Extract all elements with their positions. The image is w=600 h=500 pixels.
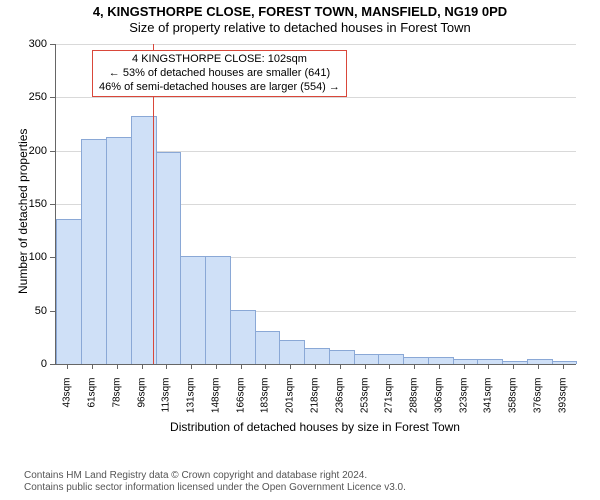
y-tick-label: 50	[7, 305, 47, 317]
bar	[106, 137, 132, 364]
x-tick-mark	[92, 364, 93, 369]
x-tick-mark	[538, 364, 539, 369]
bar	[279, 340, 305, 364]
x-tick-mark	[142, 364, 143, 369]
bar	[354, 354, 380, 364]
x-tick-mark	[464, 364, 465, 369]
x-tick-mark	[117, 364, 118, 369]
x-tick-label: 306sqm	[433, 378, 444, 422]
x-tick-label: 201sqm	[285, 378, 296, 422]
x-tick-mark	[513, 364, 514, 369]
y-tick-mark	[50, 97, 55, 98]
x-tick-label: 113sqm	[161, 378, 172, 422]
bar	[502, 361, 528, 364]
bar	[81, 139, 107, 364]
annotation-line: ← 53% of detached houses are smaller (64…	[99, 67, 340, 81]
y-tick-label: 250	[7, 91, 47, 103]
x-tick-label: 218sqm	[310, 378, 321, 422]
x-tick-label: 236sqm	[334, 378, 345, 422]
y-tick-label: 200	[7, 145, 47, 157]
x-tick-label: 376sqm	[532, 378, 543, 422]
bar	[56, 219, 82, 364]
footer-attribution: Contains HM Land Registry data © Crown c…	[24, 470, 406, 494]
x-tick-label: 61sqm	[87, 378, 98, 422]
x-axis-title: Distribution of detached houses by size …	[55, 420, 575, 434]
x-tick-label: 358sqm	[508, 378, 519, 422]
x-tick-mark	[265, 364, 266, 369]
x-tick-label: 166sqm	[235, 378, 246, 422]
x-tick-label: 288sqm	[409, 378, 420, 422]
footer-line-2: Contains public sector information licen…	[24, 482, 406, 494]
x-tick-mark	[290, 364, 291, 369]
x-tick-label: 341sqm	[483, 378, 494, 422]
y-tick-label: 100	[7, 251, 47, 263]
x-tick-mark	[488, 364, 489, 369]
x-tick-mark	[414, 364, 415, 369]
y-tick-label: 300	[7, 38, 47, 50]
y-tick-label: 150	[7, 198, 47, 210]
bar	[403, 357, 429, 364]
x-tick-mark	[563, 364, 564, 369]
x-tick-mark	[216, 364, 217, 369]
title-block: 4, KINGSTHORPE CLOSE, FOREST TOWN, MANSF…	[0, 0, 600, 35]
x-tick-mark	[166, 364, 167, 369]
y-tick-mark	[50, 311, 55, 312]
x-tick-label: 271sqm	[384, 378, 395, 422]
x-tick-label: 131sqm	[186, 378, 197, 422]
x-tick-mark	[315, 364, 316, 369]
bar	[329, 350, 355, 364]
x-tick-mark	[241, 364, 242, 369]
x-tick-label: 183sqm	[260, 378, 271, 422]
x-tick-mark	[191, 364, 192, 369]
bar	[255, 331, 281, 364]
x-tick-label: 253sqm	[359, 378, 370, 422]
bar	[428, 357, 454, 364]
x-tick-mark	[67, 364, 68, 369]
x-tick-label: 96sqm	[136, 378, 147, 422]
bar	[180, 256, 206, 364]
x-tick-label: 148sqm	[210, 378, 221, 422]
bar	[552, 361, 578, 364]
x-tick-mark	[439, 364, 440, 369]
bar	[453, 359, 479, 364]
footer-line-1: Contains HM Land Registry data © Crown c…	[24, 470, 406, 482]
y-tick-label: 0	[7, 358, 47, 370]
y-tick-mark	[50, 257, 55, 258]
x-tick-label: 43sqm	[62, 378, 73, 422]
x-tick-mark	[365, 364, 366, 369]
y-tick-mark	[50, 204, 55, 205]
bar	[477, 359, 503, 364]
y-tick-mark	[50, 151, 55, 152]
y-tick-mark	[50, 44, 55, 45]
y-tick-mark	[50, 364, 55, 365]
x-tick-mark	[389, 364, 390, 369]
bar	[156, 152, 182, 364]
x-tick-label: 323sqm	[458, 378, 469, 422]
annotation-line: 46% of semi-detached houses are larger (…	[99, 81, 340, 95]
gridline	[56, 97, 576, 98]
bar	[378, 354, 404, 364]
x-tick-mark	[340, 364, 341, 369]
bar	[304, 348, 330, 364]
bar	[230, 310, 256, 364]
x-tick-label: 78sqm	[111, 378, 122, 422]
chart-subtitle: Size of property relative to detached ho…	[0, 20, 600, 35]
chart-container: 4, KINGSTHORPE CLOSE, FOREST TOWN, MANSF…	[0, 0, 600, 500]
annotation-box: 4 KINGSTHORPE CLOSE: 102sqm← 53% of deta…	[92, 50, 347, 97]
bar	[527, 359, 553, 364]
bar	[205, 256, 231, 364]
gridline	[56, 44, 576, 45]
annotation-line: 4 KINGSTHORPE CLOSE: 102sqm	[99, 53, 340, 67]
x-tick-label: 393sqm	[557, 378, 568, 422]
chart-title: 4, KINGSTHORPE CLOSE, FOREST TOWN, MANSF…	[0, 4, 600, 19]
